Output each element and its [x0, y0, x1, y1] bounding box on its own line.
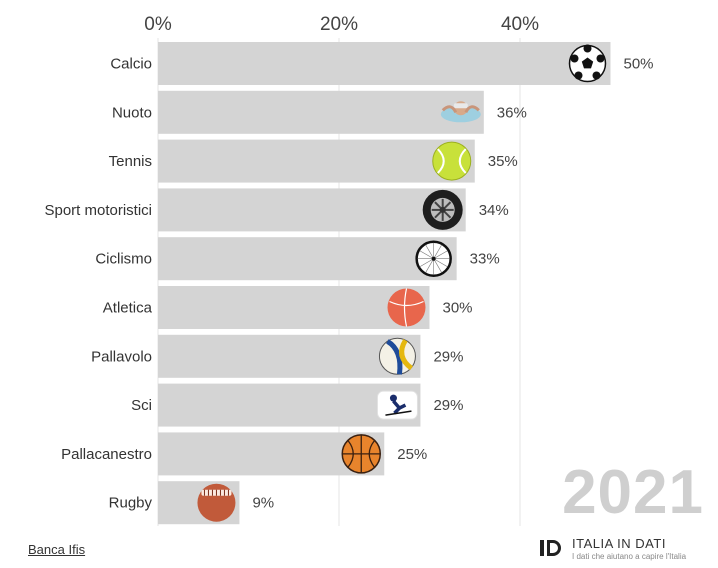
tennis-ball-icon	[432, 141, 472, 181]
bar	[158, 237, 457, 281]
value-label: 33%	[470, 251, 500, 268]
value-labels: 50% 36% 35% 34% 33% 30% 29% 29% 25% 9%	[252, 56, 653, 512]
bar	[158, 90, 484, 134]
category-label: Sport motoristici	[44, 202, 152, 219]
running-ball-icon	[387, 288, 426, 327]
bar	[158, 139, 475, 183]
value-label: 34%	[479, 202, 509, 219]
bar	[158, 286, 430, 329]
brand-name: ITALIA IN DATI	[572, 536, 666, 551]
category-label: Atletica	[103, 300, 153, 317]
category-labels: Calcio Nuoto Tennis Sport motoristici Ciclis…	[44, 56, 152, 512]
category-label: Pallavolo	[91, 348, 152, 365]
category-label: Rugby	[109, 495, 153, 512]
x-tick-label: 20%	[320, 14, 358, 35]
soccer-ball-icon	[568, 44, 607, 83]
value-label: 36%	[497, 104, 527, 121]
bar	[158, 188, 466, 232]
source-link[interactable]: Banca Ifis	[28, 542, 86, 557]
bar	[158, 42, 611, 85]
category-label: Tennis	[109, 153, 152, 170]
volleyball-icon	[378, 337, 416, 375]
value-label: 9%	[252, 495, 274, 512]
value-label: 25%	[397, 446, 427, 463]
x-tick-label: 0%	[144, 14, 172, 35]
basketball-icon	[341, 434, 381, 474]
bicycle-wheel-icon	[415, 240, 452, 277]
value-label: 29%	[433, 397, 463, 414]
category-label: Calcio	[110, 56, 152, 73]
x-axis-ticks: 0% 20% 40%	[144, 14, 539, 35]
bar	[158, 383, 421, 427]
bar-icons	[197, 44, 607, 522]
value-label: 29%	[433, 348, 463, 365]
brand-logo: ITALIA IN DATI I dati che aiutano a capi…	[540, 536, 710, 564]
value-label: 50%	[624, 56, 654, 73]
bar	[158, 334, 421, 378]
swimmer-icon	[440, 101, 481, 123]
brand-tagline: I dati che aiutano a capire l'Italia	[572, 552, 687, 561]
category-label: Ciclismo	[95, 251, 152, 268]
x-tick-label: 40%	[501, 14, 539, 35]
value-label: 30%	[443, 300, 473, 317]
category-label: Nuoto	[112, 104, 152, 121]
tire-icon	[422, 189, 463, 230]
bars	[158, 42, 611, 525]
category-label: Sci	[131, 397, 152, 414]
rugby-ball-icon	[197, 483, 236, 522]
category-label: Pallacanestro	[61, 446, 152, 463]
value-label: 35%	[488, 153, 518, 170]
skier-icon	[376, 390, 418, 420]
brand-mark-icon	[540, 540, 561, 556]
year-label: 2021	[562, 458, 704, 527]
